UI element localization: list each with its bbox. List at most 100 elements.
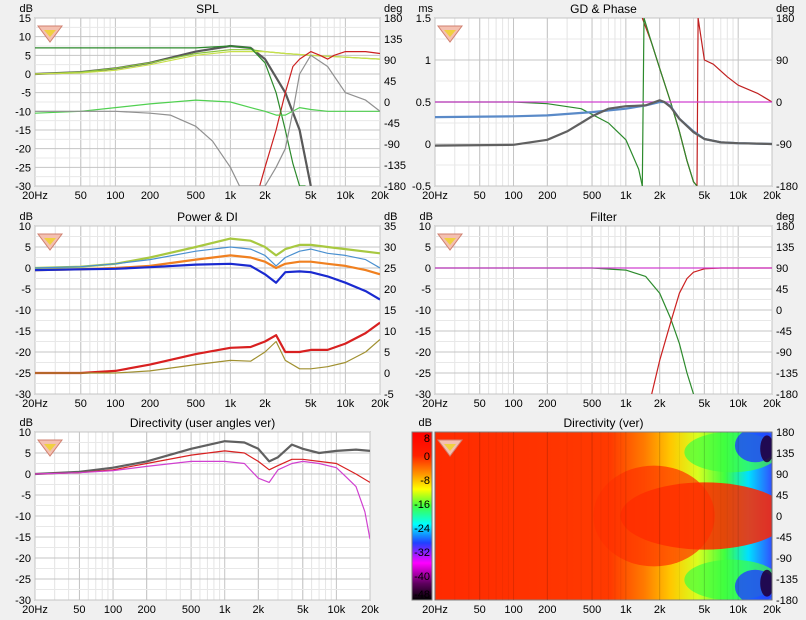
y-tick-label: -5 xyxy=(21,88,31,100)
y-tick-label: 10 xyxy=(419,221,431,233)
x-tick-label: 50 xyxy=(75,190,87,202)
x-tick-label: 2k xyxy=(259,398,271,410)
y2-tick-label: 0 xyxy=(384,368,390,380)
series-line xyxy=(435,99,772,147)
x-tick-label: 5k xyxy=(699,604,711,616)
x-tick-label: 5k xyxy=(305,190,317,202)
series-group xyxy=(435,267,772,394)
y-tick-label: -5 xyxy=(21,284,31,296)
y-tick-label: -15 xyxy=(15,532,31,544)
heatmap-offaxis xyxy=(760,435,772,463)
y-tick-label: -10 xyxy=(15,511,31,523)
x-tick-label: 500 xyxy=(187,190,205,202)
x-tick-label: 500 xyxy=(583,398,601,410)
y2-tick-label: 10 xyxy=(384,326,396,338)
y-tick-label: -20 xyxy=(15,347,31,359)
series-line xyxy=(35,45,306,186)
x-tick-label: 1k xyxy=(620,398,632,410)
x-tick-label: 10k xyxy=(337,398,355,410)
y-tick-label: 5 xyxy=(25,50,31,62)
series-line xyxy=(35,338,380,374)
colorbar-tick-label: -8 xyxy=(420,475,430,487)
x-tick-label: 10k xyxy=(729,190,747,202)
y-tick-label: 0 xyxy=(425,139,431,151)
y-tick-label: 5 xyxy=(25,448,31,460)
chart-title: GD & Phase xyxy=(570,2,637,16)
left-axis-unit: dB xyxy=(20,3,33,15)
y-tick-label: 0 xyxy=(25,469,31,481)
series-group xyxy=(35,237,380,375)
x-tick-label: 200 xyxy=(137,604,155,616)
series-group xyxy=(35,44,380,186)
x-tick-label: 50 xyxy=(75,398,87,410)
x-tick-label: 100 xyxy=(106,190,124,202)
x-tick-label: 200 xyxy=(538,604,556,616)
colorbar-tick-label: -40 xyxy=(414,571,430,583)
series-line xyxy=(35,321,380,375)
y-tick-label: -30 xyxy=(15,181,31,193)
series-line xyxy=(35,440,370,476)
chart-title: Filter xyxy=(590,210,617,224)
vituixcad-logo-icon xyxy=(437,233,463,251)
x-tick-label: 100 xyxy=(504,604,522,616)
y2-tick-label: 0 xyxy=(776,97,782,109)
heatmap-area xyxy=(435,432,772,600)
y-tick-label: -25 xyxy=(15,368,31,380)
chart-title: Power & DI xyxy=(177,210,238,224)
y-tick-label: -15 xyxy=(415,326,431,338)
colorbar-tick-label: -24 xyxy=(414,523,430,535)
y2-tick-label: -5 xyxy=(384,389,394,401)
x-tick-label: 50 xyxy=(474,604,486,616)
y-tick-label: -20 xyxy=(15,144,31,156)
y2-tick-label: 30 xyxy=(384,242,396,254)
y2-tick-label: 25 xyxy=(384,263,396,275)
right-axis-unit: dB xyxy=(384,211,397,223)
x-tick-label: 20k xyxy=(371,398,389,410)
series-line xyxy=(696,18,772,186)
x-tick-label: 1k xyxy=(620,190,632,202)
y2-tick-label: 90 xyxy=(776,263,788,275)
colorbar-tick-label: -16 xyxy=(414,499,430,511)
chart-title: Directivity (ver) xyxy=(564,416,644,430)
y-tick-label: -10 xyxy=(415,305,431,317)
y-tick-label: 10 xyxy=(19,427,31,439)
x-tick-label: 1k xyxy=(219,604,231,616)
x-tick-label: 100 xyxy=(504,398,522,410)
right-axis-unit: deg xyxy=(776,211,794,223)
series-line xyxy=(35,54,380,186)
y-tick-label: 15 xyxy=(19,13,31,25)
y2-tick-label: -90 xyxy=(384,139,400,151)
x-tick-label: 20Hz xyxy=(22,398,48,410)
y-tick-label: -30 xyxy=(15,389,31,401)
x-tick-label: 1k xyxy=(225,398,237,410)
y2-tick-label: -90 xyxy=(776,347,792,359)
y2-tick-label: 0 xyxy=(776,511,782,523)
x-tick-label: 200 xyxy=(538,190,556,202)
x-tick-label: 20Hz xyxy=(422,398,448,410)
heatmap-lobe xyxy=(593,465,715,567)
chart-title: SPL xyxy=(196,2,219,16)
y2-tick-label: 45 xyxy=(776,490,788,502)
chart-title: Directivity (user angles ver) xyxy=(130,416,275,430)
logo-inner xyxy=(444,444,456,451)
x-tick-label: 100 xyxy=(106,398,124,410)
left-axis-unit: dB xyxy=(20,211,33,223)
x-tick-label: 200 xyxy=(141,190,159,202)
logo-inner xyxy=(44,238,56,245)
vituixcad-logo-icon xyxy=(37,439,63,457)
y2-tick-label: -45 xyxy=(384,118,400,130)
y-tick-label: 10 xyxy=(19,221,31,233)
x-tick-label: 2k xyxy=(654,604,666,616)
y-tick-label: -30 xyxy=(415,389,431,401)
x-tick-label: 20k xyxy=(763,398,781,410)
x-tick-label: 500 xyxy=(583,604,601,616)
x-tick-label: 100 xyxy=(104,604,122,616)
panel-directivity-map: 8 0 -8 -16 -24 -32 -40 -48 Directivity (ver) dB 18… xyxy=(411,416,798,616)
y-tick-label: -5 xyxy=(21,490,31,502)
y-tick-label: 10 xyxy=(19,32,31,44)
right-axis-unit: deg xyxy=(776,3,794,15)
series-line xyxy=(35,450,370,483)
series-line xyxy=(35,99,380,116)
